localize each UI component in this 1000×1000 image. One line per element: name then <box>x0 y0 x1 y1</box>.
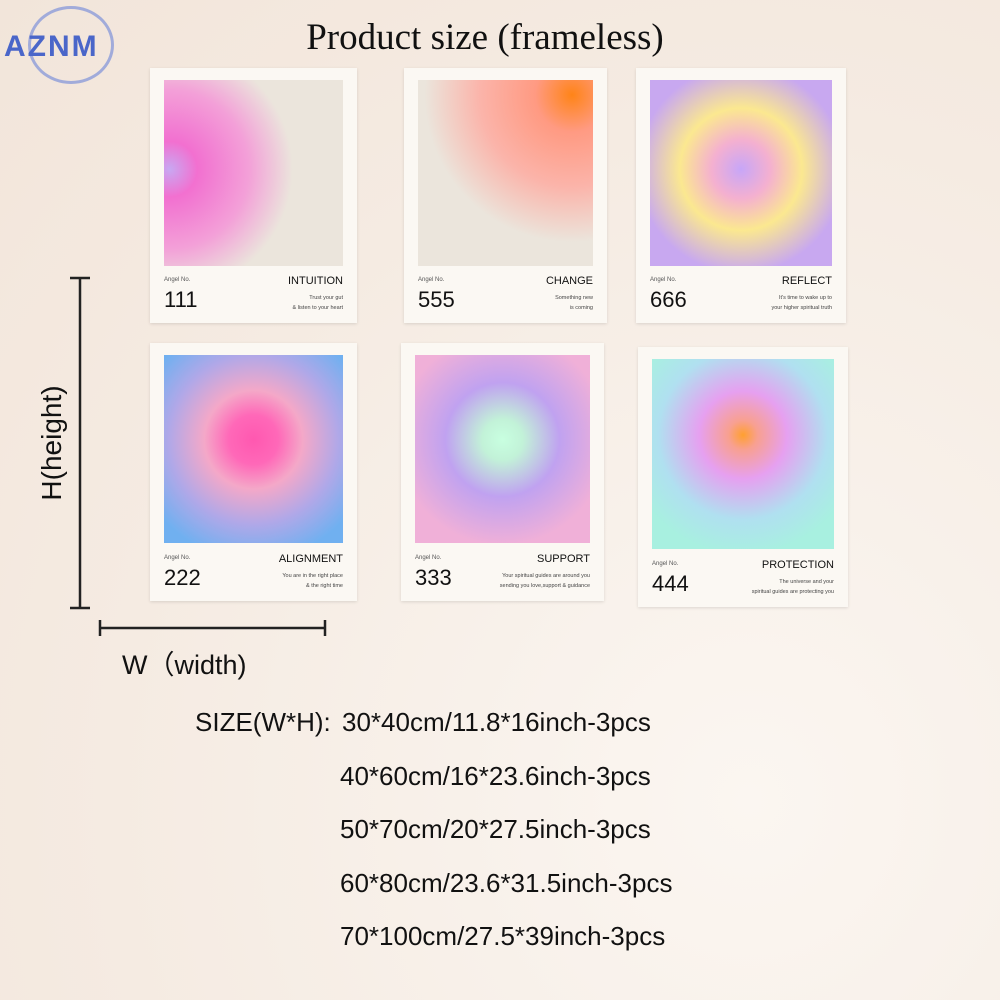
poster-label: Angel No. <box>652 561 679 567</box>
size-line: 40*60cm/16*23.6inch-3pcs <box>340 760 651 791</box>
poster-number: 222 <box>164 565 201 590</box>
size-line: 50*70cm/20*27.5inch-3pcs <box>340 814 651 844</box>
poster-caption: & the right time <box>306 583 343 589</box>
poster: Angel No. 222 ALIGNMENT You are in the righ… <box>150 343 357 601</box>
poster: Angel No. 111 INTUITION Trust your gut & lis… <box>150 68 357 323</box>
poster-caption: spiritual guides are protecting you <box>751 589 834 595</box>
poster-word: SUPPORT <box>537 553 590 565</box>
poster-word: REFLECT <box>781 275 832 287</box>
poster: Angel No. 444 PROTECTION The universe and y… <box>638 347 848 607</box>
poster-caption: The universe and your <box>779 579 834 585</box>
logo-ring <box>28 6 114 84</box>
poster-number: 333 <box>415 565 452 590</box>
poster-label: Angel No. <box>418 277 445 283</box>
height-label: H(height) <box>36 385 67 501</box>
size-line: 70*100cm/27.5*39inch-3pcs <box>340 921 666 951</box>
dimension-lines <box>70 276 327 636</box>
poster-art <box>164 80 343 267</box>
poster-caption: You are in the right place <box>282 573 343 579</box>
title: Product size (frameless) <box>306 17 664 58</box>
poster-caption: is coming <box>569 305 593 311</box>
poster-caption: sending you love,support & guidance <box>499 583 590 589</box>
poster-art <box>415 355 590 544</box>
poster-word: CHANGE <box>545 275 593 287</box>
poster-caption: Trust your gut <box>309 295 343 301</box>
poster-word: ALIGNMENT <box>278 553 343 565</box>
poster-art <box>418 80 593 267</box>
poster-art <box>650 80 832 267</box>
poster-label: Angel No. <box>164 277 191 283</box>
poster: Angel No. 555 CHANGE Something new is coming <box>404 68 607 323</box>
poster: Angel No. 666 REFLECT It's time to wake up … <box>636 68 846 323</box>
poster-word: PROTECTION <box>761 559 834 571</box>
poster-label: Angel No. <box>415 555 442 561</box>
poster-number: 666 <box>650 287 687 312</box>
width-label: W（width) <box>122 650 247 680</box>
poster-caption: Your spiritual guides are around you <box>502 573 590 579</box>
size-prefix: SIZE(W*H): <box>195 707 331 737</box>
logo: AZNM <box>4 30 99 63</box>
size-line: 30*40cm/11.8*16inch-3pcs <box>342 707 651 737</box>
poster-label: Angel No. <box>164 555 191 561</box>
poster: Angel No. 333 SUPPORT Your spiritual guides… <box>401 343 604 601</box>
poster-caption: It's time to wake up to <box>778 295 832 301</box>
poster-number: 555 <box>418 287 455 312</box>
poster-caption: Something new <box>555 295 593 301</box>
poster-caption: & listen to your heart <box>292 305 343 311</box>
poster-art <box>164 355 343 544</box>
poster-number: 444 <box>652 571 689 596</box>
poster-label: Angel No. <box>650 277 677 283</box>
poster-art <box>652 359 834 549</box>
poster-number: 111 <box>164 287 198 312</box>
poster-word: INTUITION <box>288 275 343 287</box>
poster-caption: your higher spiritual truth <box>771 305 832 311</box>
size-line: 60*80cm/23.6*31.5inch-3pcs <box>340 867 673 898</box>
